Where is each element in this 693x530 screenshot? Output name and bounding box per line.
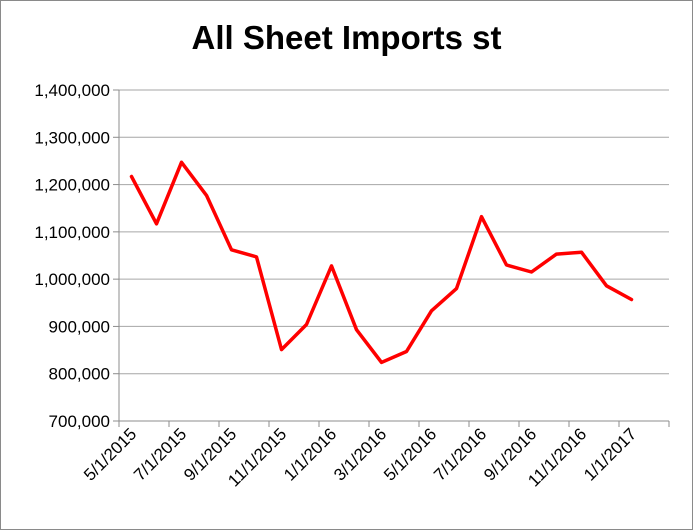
axes xyxy=(118,90,669,422)
y-tick-label: 900,000 xyxy=(49,317,110,336)
y-tick-label: 800,000 xyxy=(49,365,110,384)
y-axis-ticks: 700,000 800,000 900,000 1,000,000 1,100,000 1… xyxy=(34,81,119,431)
gridlines xyxy=(119,89,669,375)
x-tick-label: 5/1/2016 xyxy=(380,424,440,484)
y-tick-label: 1,100,000 xyxy=(34,223,110,242)
y-tick-label: 1,300,000 xyxy=(34,128,110,147)
x-tick-label: 3/1/2016 xyxy=(330,424,390,484)
x-tick-label: 1/1/2017 xyxy=(580,424,640,484)
x-tick-label: 7/1/2016 xyxy=(430,424,490,484)
y-tick-label: 1,000,000 xyxy=(34,270,110,289)
x-tick-label: 5/1/2015 xyxy=(80,424,140,484)
y-tick-label: 700,000 xyxy=(49,412,110,431)
chart-title: All Sheet Imports st xyxy=(191,19,502,56)
series-line-0 xyxy=(129,160,634,365)
y-tick-label: 1,400,000 xyxy=(34,81,110,100)
x-tick-label: 7/1/2015 xyxy=(130,424,190,484)
x-tick-label: 1/1/2016 xyxy=(280,424,340,484)
y-tick-label: 1,200,000 xyxy=(34,176,110,195)
x-axis-ticks: 5/1/20157/1/20159/1/201511/1/20151/1/201… xyxy=(80,421,670,490)
series-layer xyxy=(129,160,634,365)
